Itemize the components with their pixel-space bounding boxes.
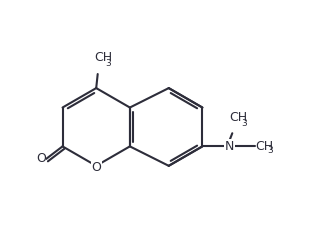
Text: 3: 3 bbox=[241, 119, 247, 128]
Text: CH: CH bbox=[229, 111, 247, 124]
Text: 3: 3 bbox=[268, 146, 273, 155]
Text: O: O bbox=[36, 153, 46, 165]
Text: CH: CH bbox=[256, 140, 274, 153]
Text: O: O bbox=[91, 161, 101, 174]
Text: N: N bbox=[225, 140, 234, 153]
Text: CH: CH bbox=[94, 51, 112, 64]
Text: 3: 3 bbox=[106, 59, 111, 68]
